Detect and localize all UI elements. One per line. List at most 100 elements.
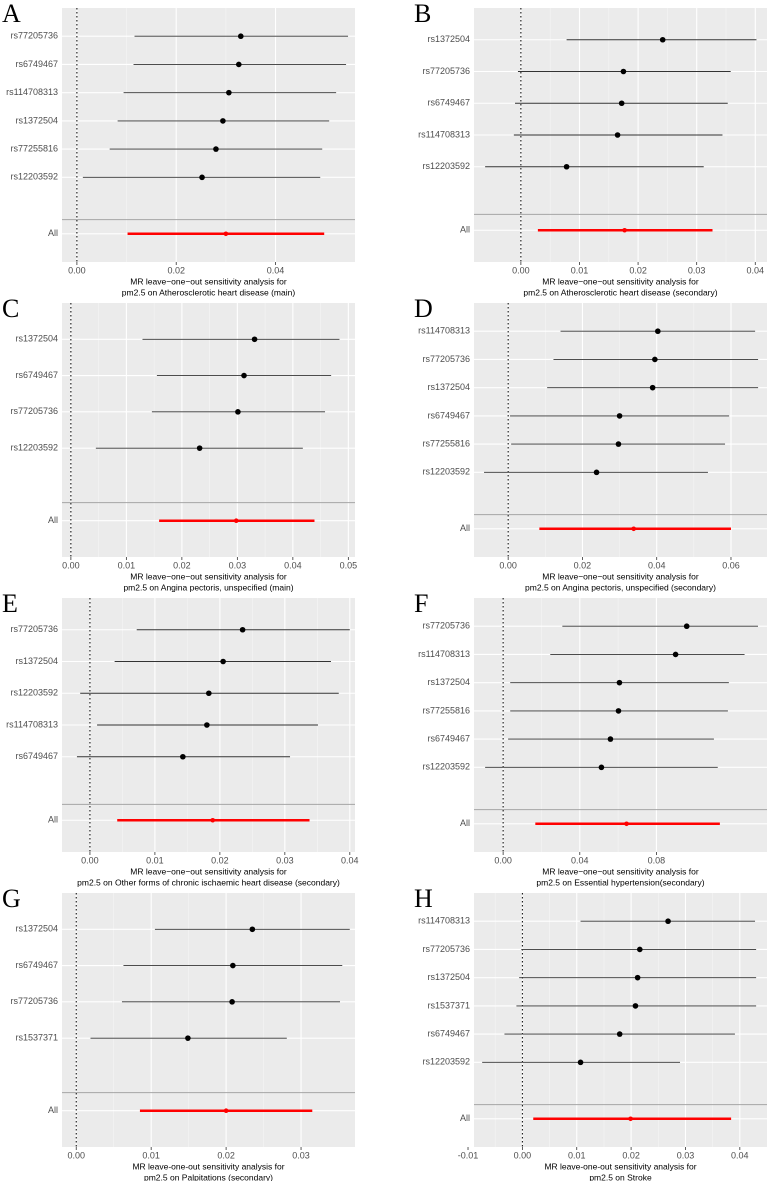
panel-letter: F (414, 589, 428, 618)
point (615, 441, 622, 447)
y-tick-label: rs6749467 (15, 59, 58, 69)
y-tick-label: rs77205736 (422, 621, 470, 631)
point (251, 336, 258, 343)
point (220, 118, 226, 124)
y-tick-label: rs114708313 (418, 916, 470, 926)
x-tick-label: 0.00 (81, 855, 99, 865)
point (614, 132, 621, 138)
point (652, 356, 658, 363)
point (620, 68, 627, 75)
x-tick-label: 0.00 (62, 560, 80, 570)
point (199, 174, 205, 181)
x-axis-title: MR leave−one−out sensitivity analysis fo… (542, 866, 699, 876)
point (235, 409, 241, 415)
point (223, 231, 229, 237)
x-axis-title: MR leave−one−out sensitivity analysis fo… (130, 276, 287, 286)
point (665, 918, 671, 925)
x-axis-title: pm2.5 on Angina pectoris, unspecified (m… (123, 582, 293, 592)
x-tick-label: 0.08 (648, 855, 666, 865)
y-tick-label: rs6749467 (15, 960, 58, 970)
y-tick-label: rs114708313 (418, 129, 470, 139)
y-tick-label: rs6749467 (427, 1028, 470, 1038)
point (223, 1108, 229, 1114)
y-tick-label: rs77255816 (422, 705, 470, 715)
y-tick-label: rs77205736 (10, 996, 58, 1006)
x-tick-label: 0.02 (173, 560, 191, 570)
x-axis-title: pm2.5 on Other forms of chronic ischaemi… (77, 877, 340, 887)
x-tick-label: 0.06 (722, 560, 740, 570)
x-tick-label: 0.04 (571, 855, 589, 865)
x-tick-label: 0.00 (514, 1150, 532, 1160)
panel-letter: A (2, 0, 21, 28)
panel-letter: H (414, 884, 433, 913)
plot-background (62, 8, 355, 262)
x-tick-label: 0.00 (494, 855, 512, 865)
point (233, 518, 239, 524)
panel-letter: G (2, 884, 21, 913)
point (229, 999, 235, 1005)
y-tick-label: rs12203592 (422, 762, 470, 772)
point (226, 89, 232, 96)
point (628, 1116, 633, 1122)
x-axis-title: pm2.5 on Atherosclerotic heart disease (… (523, 287, 717, 297)
x-tick-label: 0.03 (229, 560, 247, 570)
y-tick-label: rs1372504 (15, 115, 58, 125)
x-tick-label: 0.00 (68, 265, 86, 275)
x-tick-label: 0.03 (292, 1150, 310, 1160)
x-axis-title: MR leave−one−out sensitivity analysis fo… (130, 866, 287, 876)
y-tick-label: rs77205736 (422, 944, 470, 954)
point (672, 651, 679, 658)
y-tick-label: rs1537371 (15, 1033, 58, 1043)
point (659, 36, 666, 43)
y-tick-label: All (460, 225, 470, 235)
y-tick-label: rs1372504 (15, 334, 58, 344)
x-axis-title: pm2.5 on Angina pectoris, unspecified (s… (525, 582, 716, 592)
x-tick-label: 0.02 (217, 1150, 235, 1160)
y-tick-label: rs6749467 (15, 751, 58, 761)
y-tick-label: All (460, 818, 470, 828)
point (237, 33, 244, 40)
y-tick-label: rs1372504 (15, 656, 58, 666)
y-tick-label: rs1372504 (427, 972, 470, 982)
y-tick-label: rs12203592 (10, 688, 58, 698)
x-tick-label: -0.01 (458, 1150, 479, 1160)
point (631, 526, 636, 532)
plot-background (474, 598, 767, 852)
x-tick-label: 0.04 (341, 855, 359, 865)
point (249, 926, 256, 933)
y-tick-label: rs12203592 (10, 172, 58, 182)
point (206, 690, 212, 697)
y-tick-label: rs77255816 (422, 438, 470, 448)
y-tick-label: rs6749467 (15, 370, 58, 380)
point (239, 626, 246, 633)
y-tick-label: rs6749467 (427, 410, 470, 420)
x-tick-label: 0.02 (622, 1150, 640, 1160)
y-tick-label: rs12203592 (422, 1057, 470, 1067)
point (634, 974, 641, 981)
point (616, 413, 623, 419)
x-tick-label: 0.01 (146, 855, 164, 865)
y-tick-label: rs77255816 (10, 143, 58, 153)
y-tick-label: All (48, 815, 58, 825)
y-tick-label: rs77205736 (10, 406, 58, 416)
y-tick-label: rs114708313 (6, 719, 58, 729)
point (235, 61, 242, 68)
x-axis-title: pm2.5 on Atherosclerotic heart disease (… (122, 287, 296, 297)
y-tick-label: rs77205736 (10, 624, 58, 634)
y-tick-label: rs114708313 (6, 87, 58, 97)
point (622, 227, 627, 233)
x-axis-title: MR leave-one-out sensitivity analysis fo… (544, 1161, 696, 1171)
point (577, 1059, 584, 1066)
x-tick-label: 0.00 (499, 560, 517, 570)
point (230, 962, 236, 969)
point (185, 1035, 191, 1041)
x-tick-label: 0.02 (211, 855, 229, 865)
y-tick-label: rs6749467 (427, 733, 470, 743)
x-axis-title: pm2.5 on Essential hypertension(secondar… (536, 877, 704, 887)
y-tick-label: rs77205736 (10, 31, 58, 41)
y-tick-label: All (48, 1105, 58, 1115)
y-tick-label: rs1372504 (427, 677, 470, 687)
x-tick-label: 0.05 (340, 560, 358, 570)
point (632, 1003, 639, 1009)
